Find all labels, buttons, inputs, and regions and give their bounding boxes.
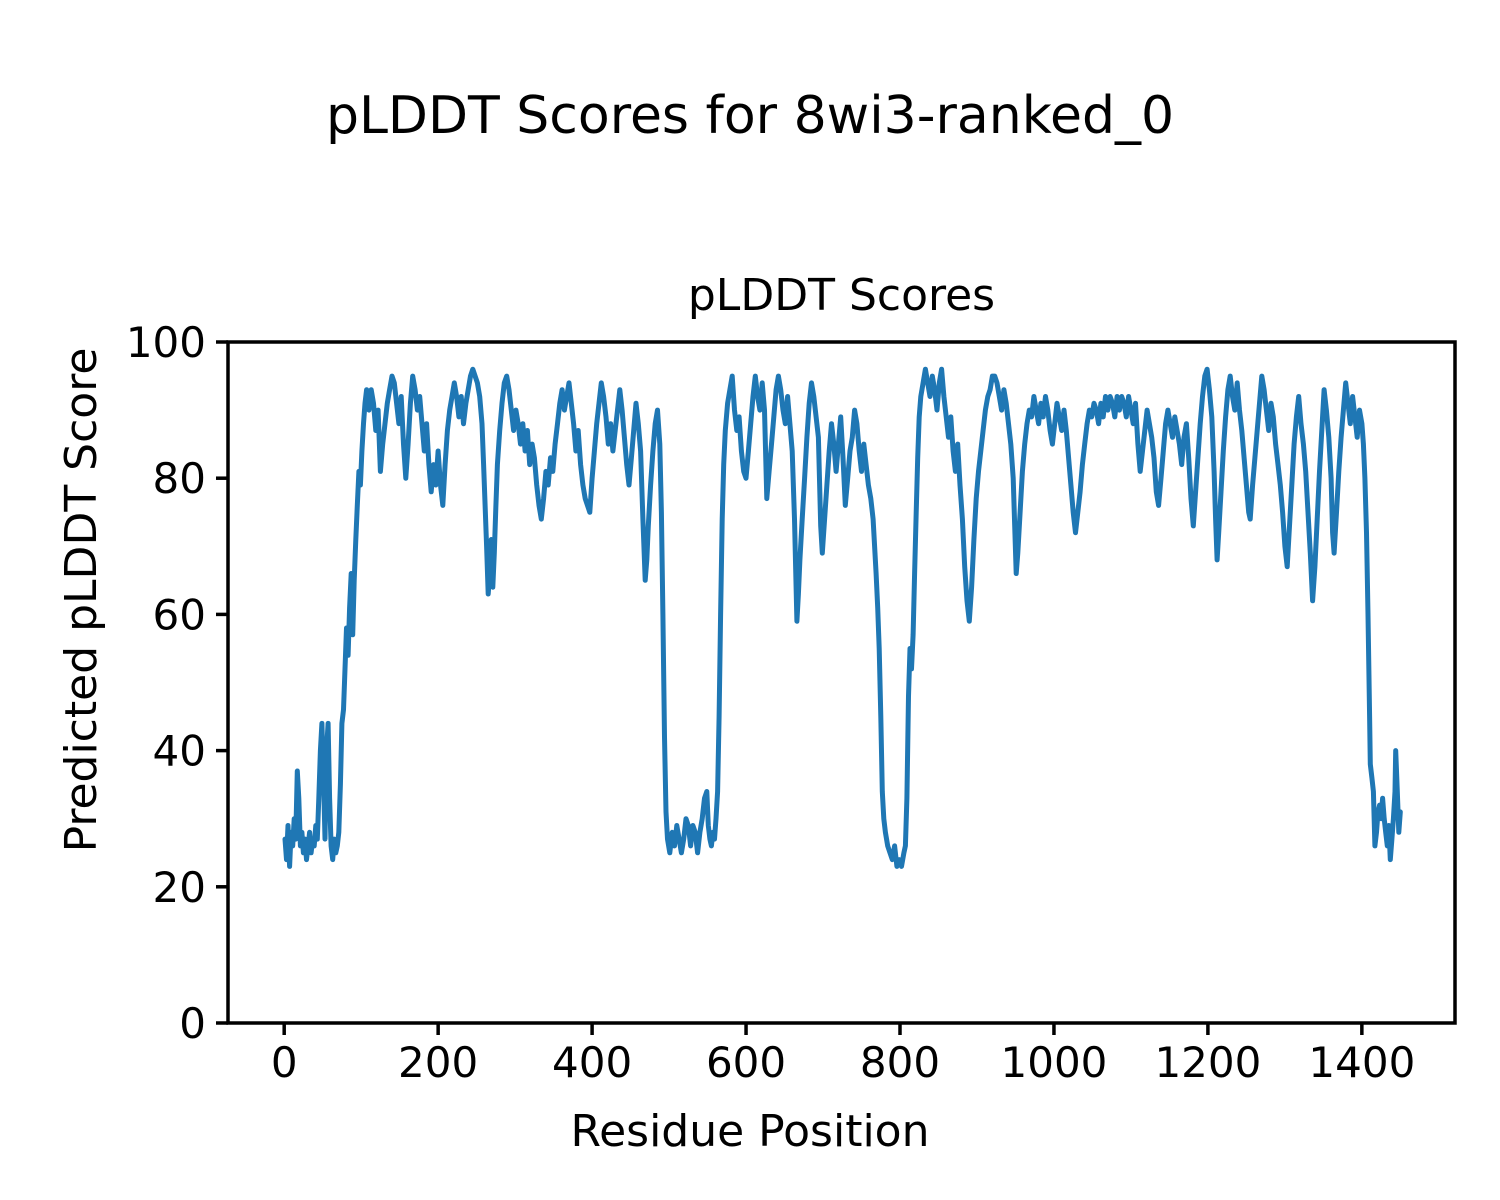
axes-title: pLDDT Scores [687, 270, 996, 321]
axes-spines [226, 340, 1457, 1025]
x-tick-label: 1000 [1001, 1038, 1108, 1087]
y-tick-label: 100 [126, 318, 206, 367]
y-tick-label: 80 [153, 454, 206, 503]
x-tick-label: 0 [271, 1038, 298, 1087]
y-tick-label: 60 [153, 590, 206, 639]
y-tick-label: 20 [153, 863, 206, 912]
y-tick-label: 0 [179, 999, 206, 1048]
x-axis-label: Residue Position [570, 1106, 930, 1157]
plddt-line [282, 366, 1403, 869]
x-tick-label: 1400 [1308, 1038, 1415, 1087]
x-tick-label: 600 [706, 1038, 786, 1087]
x-tick-label: 200 [398, 1038, 478, 1087]
figure-title: pLDDT Scores for 8wi3-ranked_0 [325, 86, 1175, 146]
x-tick-label: 400 [552, 1038, 632, 1087]
x-tick-label: 800 [860, 1038, 940, 1087]
x-tick-label: 1200 [1154, 1038, 1261, 1087]
y-tick-label: 40 [153, 727, 206, 776]
